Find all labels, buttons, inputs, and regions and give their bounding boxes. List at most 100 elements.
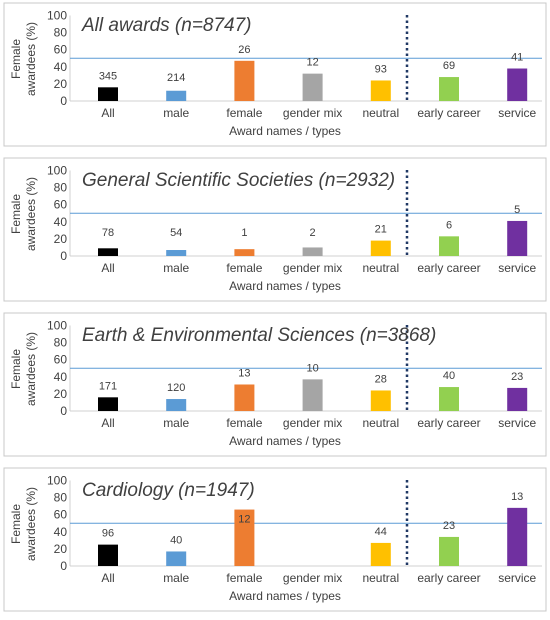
category-label: gender mix bbox=[283, 416, 342, 430]
y-tick-label: 60 bbox=[54, 508, 68, 522]
data-label: 54 bbox=[170, 227, 182, 239]
panel-title: Earth & Environmental Sciences (n=3868) bbox=[82, 325, 436, 346]
category-label: gender mix bbox=[283, 261, 342, 275]
category-label: male bbox=[163, 416, 189, 430]
bar-male bbox=[166, 250, 187, 256]
panel-frame bbox=[3, 157, 547, 302]
x-axis-title: Award names / types bbox=[229, 124, 341, 138]
bar-early-career bbox=[439, 387, 459, 411]
y-axis-title: awardees (%) bbox=[24, 332, 38, 406]
bar-early-career bbox=[439, 236, 459, 256]
data-label: 214 bbox=[167, 72, 185, 84]
data-label: 93 bbox=[375, 63, 387, 75]
panel-frame bbox=[3, 2, 547, 147]
y-tick-label: 0 bbox=[60, 404, 67, 418]
bar-all bbox=[98, 87, 118, 101]
y-tick-label: 100 bbox=[47, 9, 67, 23]
data-label: 26 bbox=[238, 44, 250, 56]
y-tick-label: 60 bbox=[54, 43, 68, 57]
category-label: neutral bbox=[362, 261, 399, 275]
panel-title: All awards (n=8747) bbox=[81, 15, 252, 36]
data-label: 345 bbox=[99, 70, 117, 82]
bar-neutral bbox=[370, 80, 391, 101]
category-label: female bbox=[226, 261, 262, 275]
data-label: 69 bbox=[443, 60, 455, 72]
data-label: 41 bbox=[511, 52, 523, 64]
data-label: 44 bbox=[375, 526, 387, 538]
bar-neutral bbox=[370, 390, 391, 411]
bar-service bbox=[507, 507, 528, 566]
bar-early-career bbox=[439, 77, 459, 101]
data-label: 96 bbox=[102, 528, 114, 540]
chart-panel-3: 0 20 40 60 80 100 Female awardees (%) 171 All 120 m… bbox=[3, 312, 547, 457]
bar-male bbox=[166, 551, 187, 566]
y-tick-label: 0 bbox=[60, 249, 67, 263]
category-label: service bbox=[498, 106, 536, 120]
data-label: 78 bbox=[102, 227, 114, 239]
y-tick-label: 0 bbox=[60, 559, 67, 573]
bar-service bbox=[507, 220, 528, 256]
y-tick-label: 20 bbox=[54, 232, 68, 246]
y-tick-label: 40 bbox=[54, 60, 68, 74]
x-axis-title: Award names / types bbox=[229, 279, 341, 293]
category-label: gender mix bbox=[283, 571, 342, 585]
y-tick-label: 100 bbox=[47, 474, 67, 488]
data-label: 28 bbox=[375, 373, 387, 385]
y-tick-label: 0 bbox=[60, 94, 67, 108]
y-axis-title: Female bbox=[9, 349, 23, 389]
data-label: 21 bbox=[375, 224, 387, 236]
bar-all bbox=[98, 544, 118, 566]
category-label: service bbox=[498, 261, 536, 275]
bar-neutral bbox=[370, 542, 391, 566]
category-label: All bbox=[101, 261, 114, 275]
category-label: early career bbox=[417, 106, 480, 120]
category-label: service bbox=[498, 416, 536, 430]
data-label: 12 bbox=[238, 514, 250, 526]
category-label: male bbox=[163, 261, 189, 275]
bar-male bbox=[166, 399, 187, 411]
y-tick-label: 20 bbox=[54, 542, 68, 556]
bar-gender-mix bbox=[302, 247, 323, 256]
bar-gender-mix bbox=[302, 379, 323, 411]
y-tick-label: 20 bbox=[54, 387, 68, 401]
data-label: 10 bbox=[306, 362, 318, 374]
y-tick-label: 60 bbox=[54, 353, 68, 367]
bar-neutral bbox=[370, 240, 391, 256]
data-label: 2 bbox=[310, 227, 316, 239]
y-axis-title: Female bbox=[9, 504, 23, 544]
chart-panel-2: 0 20 40 60 80 100 Female awardees (%) 78 All 54 mal… bbox=[3, 157, 547, 302]
bar-male bbox=[166, 90, 187, 101]
y-axis-title: awardees (%) bbox=[24, 177, 38, 251]
category-label: early career bbox=[417, 571, 480, 585]
data-label: 23 bbox=[443, 520, 455, 532]
category-label: early career bbox=[417, 416, 480, 430]
y-tick-label: 60 bbox=[54, 198, 68, 212]
data-label: 23 bbox=[511, 371, 523, 383]
y-tick-label: 80 bbox=[54, 26, 68, 40]
y-tick-label: 20 bbox=[54, 77, 68, 91]
y-axis-title: Female bbox=[9, 39, 23, 79]
data-label: 120 bbox=[167, 382, 185, 394]
data-label: 6 bbox=[446, 219, 452, 231]
bar-female bbox=[234, 509, 255, 566]
category-label: gender mix bbox=[283, 106, 342, 120]
panel-frame bbox=[3, 312, 547, 457]
data-label: 13 bbox=[511, 491, 523, 503]
data-label: 171 bbox=[99, 380, 117, 392]
category-label: female bbox=[226, 571, 262, 585]
bar-service bbox=[507, 68, 528, 101]
y-tick-label: 40 bbox=[54, 215, 68, 229]
y-tick-label: 80 bbox=[54, 491, 68, 505]
y-tick-label: 80 bbox=[54, 336, 68, 350]
bar-service bbox=[507, 387, 528, 411]
data-label: 1 bbox=[241, 227, 247, 239]
bar-female bbox=[234, 249, 255, 256]
bar-gender-mix bbox=[302, 73, 323, 101]
y-axis-title: awardees (%) bbox=[24, 487, 38, 561]
bar-female bbox=[234, 60, 255, 101]
category-label: male bbox=[163, 106, 189, 120]
chart-panel-4: 0 20 40 60 80 100 Female awardees (%) 96 All 40 mal… bbox=[3, 467, 547, 612]
y-axis-title: awardees (%) bbox=[24, 22, 38, 96]
y-axis-title: Female bbox=[9, 194, 23, 234]
